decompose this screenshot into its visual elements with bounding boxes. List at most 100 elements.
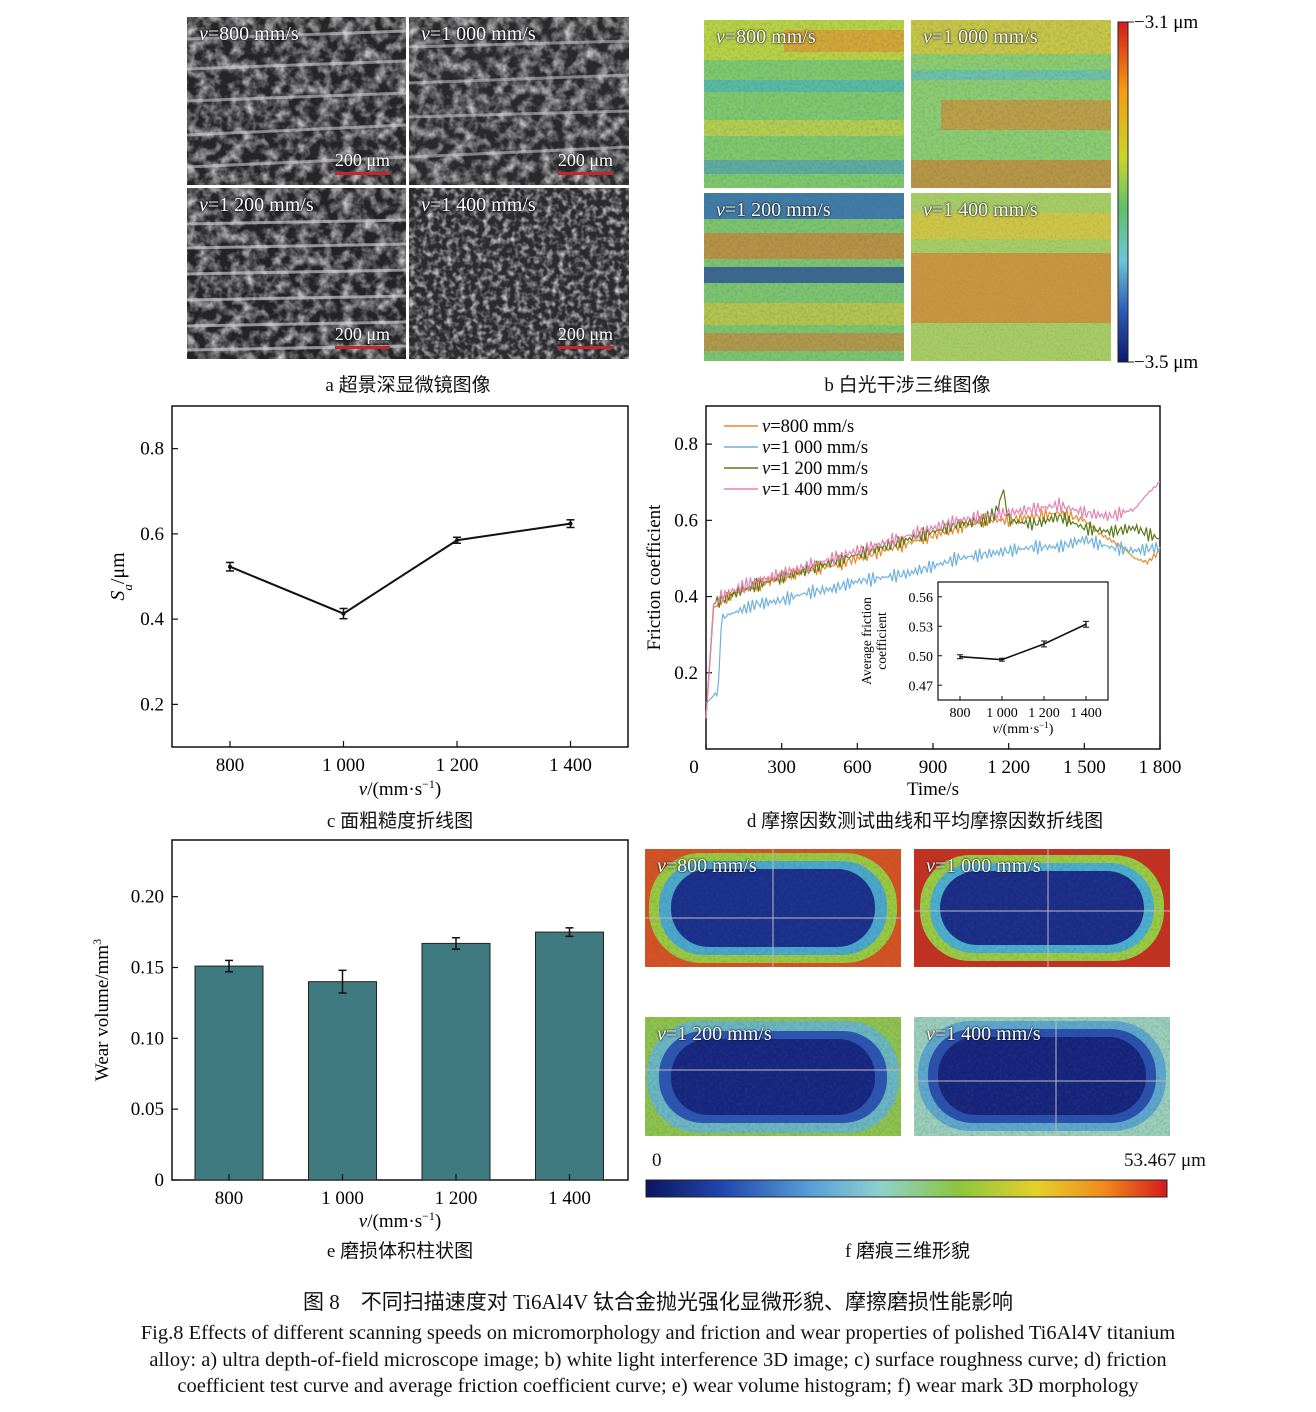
x-axis-label: Time/s xyxy=(907,779,959,800)
tile-label: v=800 mm/s xyxy=(657,855,757,877)
micrograph-image xyxy=(187,17,406,185)
inset-frame xyxy=(937,581,1109,701)
interference-tile: v=1 000 mm/s xyxy=(911,20,1111,188)
x-tick-label: 0 xyxy=(689,757,699,778)
panel-a: v=800 mm/s 200 μm v=1 000 mm/s 200 μm v=… xyxy=(187,17,629,359)
panel-b-caption: b 白光干涉三维图像 xyxy=(824,375,991,396)
legend-label: v=1 200 mm/s xyxy=(762,459,868,479)
x-tick-label: 1 200 xyxy=(436,755,479,776)
x-tick-label: 1 500 xyxy=(1063,757,1106,778)
friction-coefficient-chart: 0.2 0.4 0.6 0.8 0 300 600 900 1 200 1 500 1 800 v=8… xyxy=(644,405,1181,800)
legend-label: v=1 400 mm/s xyxy=(762,480,868,500)
data-point xyxy=(455,538,459,543)
interference-image xyxy=(704,20,904,188)
y-tick-label: 0.05 xyxy=(131,1099,164,1120)
tile-label: v=1 400 mm/s xyxy=(923,199,1038,221)
y-tick-label: 0.6 xyxy=(140,524,164,545)
wear-volume-bar xyxy=(308,981,377,1181)
tile-label: v=1 000 mm/s xyxy=(926,855,1041,877)
y-tick-label: 0.4 xyxy=(674,587,698,608)
depth-colorbar-max: 53.467 μm xyxy=(1124,1150,1206,1171)
figure-caption-en-1: Fig.8 Effects of different scanning spee… xyxy=(140,1322,1176,1344)
micrograph-tile: v=1 400 mm/s 200 μm xyxy=(409,188,629,359)
plot-frame xyxy=(171,405,629,748)
interference-tile: v=1 200 mm/s xyxy=(704,193,904,361)
figure-title-cn: 图 8 不同扫描速度对 Ti6Al4V 钛合金抛光强化显微形貌、摩擦磨损性能影响 xyxy=(303,1290,1013,1314)
inset-y-axis-label: Average frictioncoefficient xyxy=(859,597,889,685)
y-tick-label: 0.2 xyxy=(674,663,698,684)
figure-caption-en-2: alloy: a) ultra depth-of-field microscop… xyxy=(149,1349,1167,1371)
x-axis-label: v/(mm·s−1) xyxy=(359,777,441,800)
x-tick-label: 1 200 xyxy=(987,757,1030,778)
inset-x-tick-label: 1 200 xyxy=(1028,706,1060,721)
tile-label: v=800 mm/s xyxy=(199,23,299,45)
micrograph-tile: v=800 mm/s 200 μm xyxy=(187,17,406,185)
wear-mark-tile: v=800 mm/s xyxy=(645,849,901,967)
panel-e-caption: e 磨损体积柱状图 xyxy=(326,1241,474,1262)
legend-label: v=1 000 mm/s xyxy=(762,438,868,458)
micrograph-tile: v=1 000 mm/s 200 μm xyxy=(409,17,629,185)
inset-series-line xyxy=(959,623,1087,661)
tile-label: v=1 200 mm/s xyxy=(657,1023,772,1045)
figure-caption-en-3: coefficient test curve and average frict… xyxy=(177,1375,1139,1397)
scale-bar: 200 μm xyxy=(334,150,390,175)
wear-mark-image xyxy=(914,1017,1170,1136)
tile-label: v=1 200 mm/s xyxy=(199,194,314,216)
y-axis-label: Friction coefficient xyxy=(644,504,665,651)
roughness-series-line xyxy=(229,522,571,615)
friction-series-line xyxy=(705,481,1161,719)
y-tick-label: 0.2 xyxy=(140,694,164,715)
panel-d-caption: d 摩擦因数测试曲线和平均摩擦因数折线图 xyxy=(746,811,1104,832)
scale-bar: 200 μm xyxy=(334,324,390,349)
y-tick-label: 0.15 xyxy=(131,958,164,979)
x-tick-label: 1 000 xyxy=(322,755,365,776)
inset-x-tick-label: 800 xyxy=(950,706,971,721)
y-tick-label: 0.6 xyxy=(674,510,698,531)
y-tick-label: 0.4 xyxy=(140,609,164,630)
panel-a-caption: a 超景深显微镜图像 xyxy=(325,375,491,396)
panel-c-caption: c 面粗糙度折线图 xyxy=(326,811,474,832)
inset-y-tick-label: 0.56 xyxy=(909,591,934,606)
interference-tile: v=800 mm/s xyxy=(704,20,904,188)
micrograph-image xyxy=(409,188,629,359)
depth-colorbar-min: 0 xyxy=(652,1150,662,1171)
x-tick-label: 800 xyxy=(216,755,245,776)
wear-mark-tile: v=1 200 mm/s xyxy=(645,1017,901,1136)
tile-label: v=1 400 mm/s xyxy=(421,194,536,216)
wear-volume-bar xyxy=(421,942,491,1181)
wear-volume-bar xyxy=(535,931,604,1181)
y-tick-label: 0.10 xyxy=(131,1028,164,1049)
scale-bar: 200 μm xyxy=(557,324,613,349)
colorbar-bottom-label: −3.5 μm xyxy=(1134,352,1198,372)
wear-volume-bar xyxy=(194,965,264,1181)
x-tick-label: 800 xyxy=(215,1188,244,1209)
legend-label: v=800 mm/s xyxy=(762,417,854,437)
x-tick-label: 1 400 xyxy=(548,1188,591,1209)
x-tick-label: 1 400 xyxy=(549,755,592,776)
micrograph-tile: v=1 200 mm/s 200 μm xyxy=(187,188,406,359)
interference-image xyxy=(704,193,904,361)
x-tick-label: 600 xyxy=(843,757,872,778)
depth-colorbar xyxy=(645,1179,1168,1198)
y-axis-label: Sa/μm xyxy=(107,552,135,601)
interference-tile: v=1 400 mm/s xyxy=(911,193,1111,361)
roughness-line-chart: 0.2 0.4 0.6 0.8 800 1 000 1 200 1 400 v/(mm·s−1)… xyxy=(107,405,629,800)
wear-volume-bar-chart: 0 0.05 0.10 0.15 0.20 800 1 000 1 200 1 400 v/(mm… xyxy=(90,839,629,1232)
wear-mark-tile: v=1 000 mm/s xyxy=(914,849,1170,967)
x-tick-label: 900 xyxy=(919,757,948,778)
inset-y-tick-label: 0.50 xyxy=(909,650,934,665)
micrograph-image xyxy=(187,188,406,359)
y-tick-label: 0.8 xyxy=(140,439,164,460)
wear-mark-image xyxy=(645,849,901,967)
tile-label: v=1 400 mm/s xyxy=(926,1023,1041,1045)
data-point xyxy=(341,611,346,616)
friction-series-line xyxy=(705,535,1161,704)
plot-frame xyxy=(171,839,629,1181)
y-axis-label: Wear volume/mm3 xyxy=(90,939,113,1081)
panel-f: v=800 mm/s v=1 000 mm/s v=1 200 mm/s xyxy=(645,849,1170,1136)
inset-y-tick-label: 0.53 xyxy=(909,620,934,635)
y-tick-label: 0.20 xyxy=(131,887,164,908)
panel-b: v=800 mm/s v=1 000 mm/s v=1 200 mm/s xyxy=(704,20,1111,361)
interference-image xyxy=(911,20,1111,188)
x-tick-label: 300 xyxy=(767,757,796,778)
